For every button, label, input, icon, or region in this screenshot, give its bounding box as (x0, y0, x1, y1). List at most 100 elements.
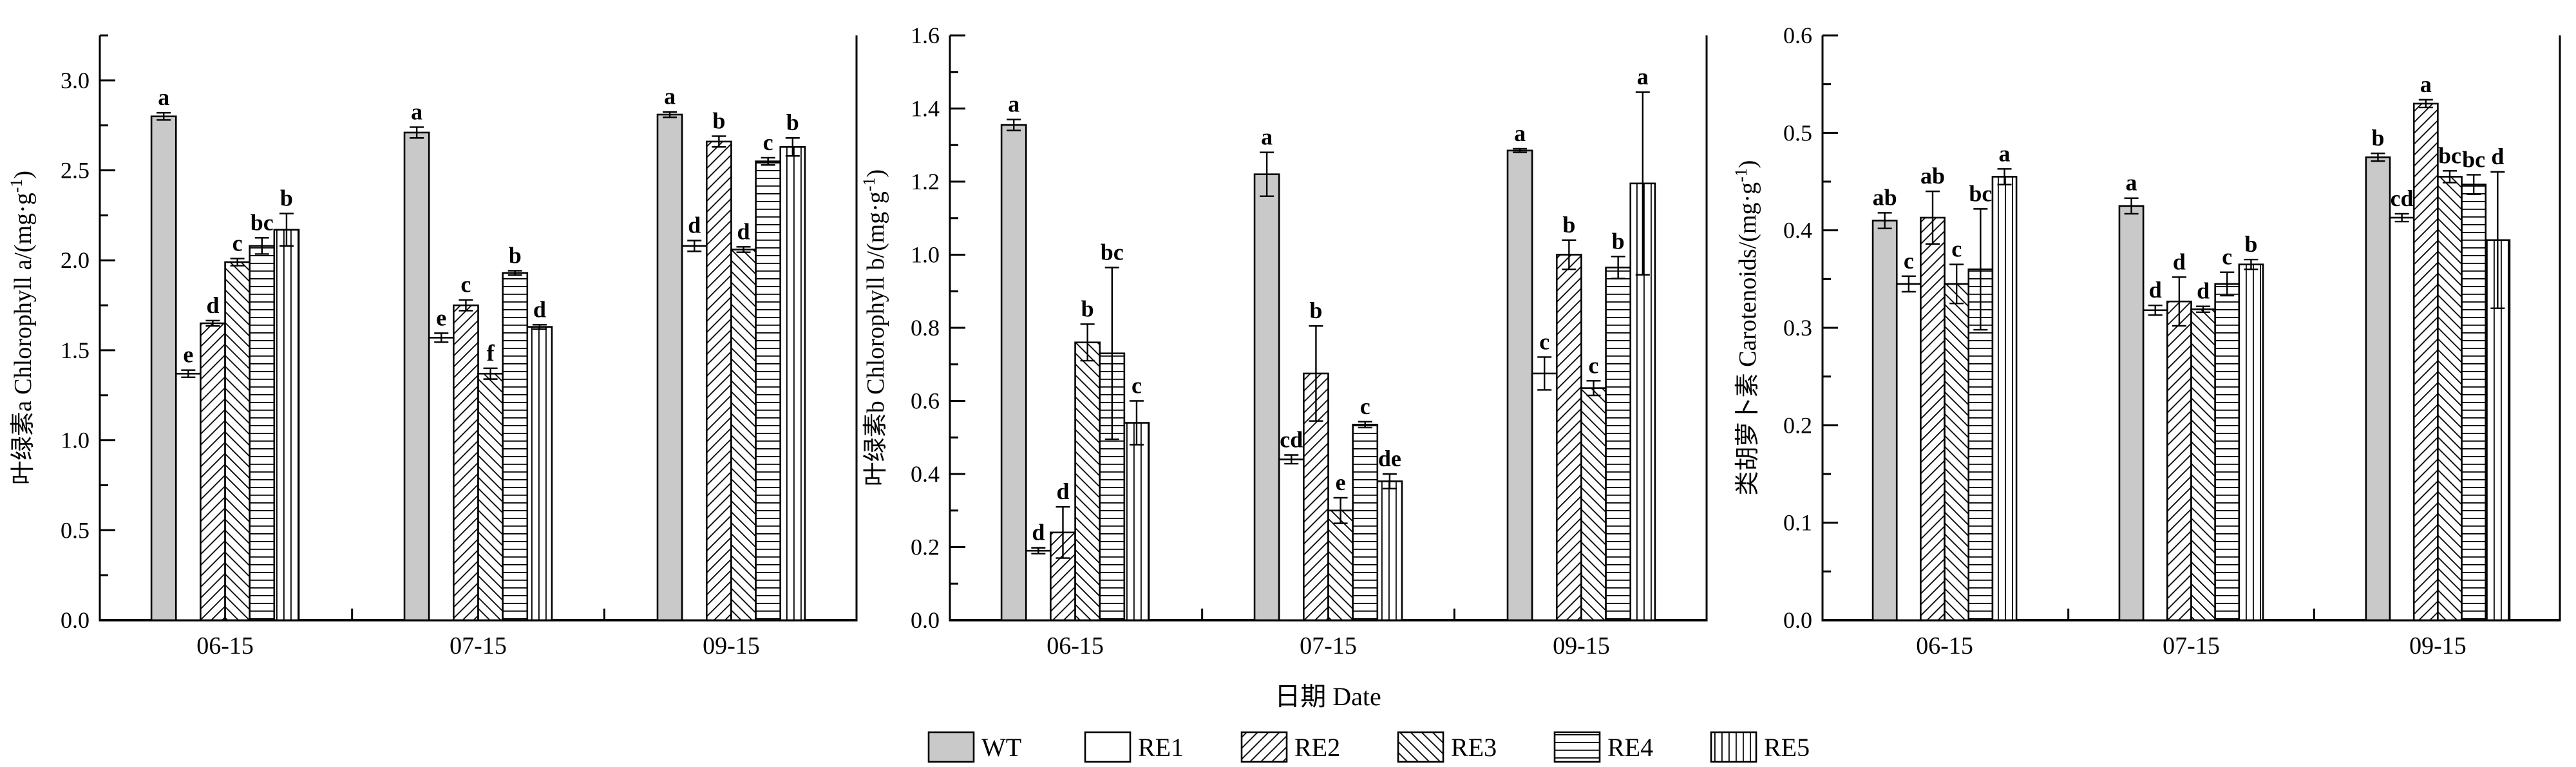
x-tick-label: 09-15 (2409, 632, 2467, 659)
significance-letter: cd (2391, 185, 2414, 211)
y-tick-label: 0.4 (911, 461, 940, 487)
significance-letter: a (664, 84, 676, 109)
y-tick-label: 1.0 (911, 242, 940, 268)
significance-letter: b (509, 242, 522, 268)
chart-shared-labels: 日期 Date (1274, 682, 1381, 711)
bar-RE3-09-15 (2437, 176, 2463, 621)
y-tick-label: 3.0 (61, 68, 90, 93)
legend-item-RE1: RE1 (1084, 731, 1184, 763)
x-axis-title: 日期 Date (1274, 682, 1381, 711)
significance-letter: c (1589, 352, 1599, 378)
significance-letter: c (460, 272, 471, 298)
panel-2: 0.00.20.40.60.81.01.21.41.606-15addbbcc0… (860, 23, 1708, 659)
legend-label: RE4 (1607, 733, 1653, 762)
x-tick-label: 07-15 (450, 632, 507, 659)
bar-RE1-06-15 (1025, 549, 1052, 621)
bar-RE1-06-15 (1895, 283, 1922, 621)
y-tick-label: 0.5 (61, 517, 90, 543)
y-tick-label: 0.3 (1783, 315, 1812, 341)
bar-WT-09-15 (656, 113, 683, 621)
bar-RE3-09-15 (1580, 387, 1607, 621)
bar-WT-06-15 (1000, 124, 1027, 621)
significance-letter: a (158, 84, 169, 110)
significance-letter: c (2222, 244, 2232, 270)
legend-label: WT (981, 733, 1021, 762)
significance-letter: d (206, 292, 219, 318)
panel-1: 0.00.51.01.52.02.53.006-15aedcbcb07-15ae… (7, 34, 858, 659)
bar-RE1-07-15 (2142, 309, 2168, 621)
significance-letter: d (1032, 520, 1045, 545)
significance-letter: e (183, 342, 193, 368)
bar-RE2-06-15 (200, 322, 226, 621)
significance-letter: b (1081, 296, 1094, 321)
significance-letter: d (1056, 478, 1069, 504)
significance-letter: c (232, 230, 243, 256)
y-tick-label: 0.1 (1783, 510, 1812, 536)
bar-RE5-09-15 (779, 146, 806, 621)
significance-letter: bc (1101, 239, 1124, 265)
significance-letter: de (1378, 446, 1401, 471)
significance-letter: a (1008, 91, 1019, 117)
x-tick-label: 07-15 (1300, 632, 1357, 659)
bar-RE1-06-15 (175, 372, 202, 621)
significance-letter: a (2126, 170, 2137, 196)
significance-letter: d (688, 212, 701, 238)
legend-label: RE2 (1294, 733, 1340, 762)
legend-swatch-diag-up (1240, 731, 1288, 763)
significance-letter: f (487, 340, 495, 366)
significance-letter: c (1904, 248, 1914, 274)
legend-item-RE2: RE2 (1240, 731, 1340, 763)
chart-legend: WT RE1 RE2 RE3 RE4 RE5 (927, 731, 1810, 763)
significance-letter: b (1562, 212, 1575, 238)
bar-RE5-07-15 (2238, 263, 2264, 621)
significance-letter: d (737, 218, 750, 244)
significance-letter: d (2491, 144, 2504, 169)
bar-WT-07-15 (2118, 205, 2145, 621)
significance-letter: a (1637, 64, 1649, 90)
legend-item-RE4: RE4 (1553, 731, 1653, 763)
bar-RE4-09-15 (1605, 267, 1632, 621)
bar-RE3-07-15 (1327, 509, 1354, 621)
bar-RE3-07-15 (477, 372, 504, 621)
bar-RE3-06-15 (1074, 341, 1101, 621)
legend-swatch-diag-down (1397, 731, 1444, 763)
y-tick-label: 0.6 (911, 388, 940, 414)
significance-letter: d (2197, 278, 2210, 304)
bar-RE4-07-15 (502, 272, 529, 621)
significance-letter: b (1612, 228, 1625, 254)
bar-WT-09-15 (2365, 156, 2391, 621)
y-tick-label: 0.5 (1783, 120, 1812, 146)
significance-letter: b (2371, 125, 2384, 151)
bar-RE2-06-15 (1920, 216, 1946, 621)
bar-WT-09-15 (1506, 149, 1533, 621)
chart-panels: 0.00.51.01.52.02.53.006-15aedcbcb07-15ae… (7, 23, 2561, 659)
significance-letter: c (1360, 393, 1370, 419)
legend-label: RE5 (1764, 733, 1810, 762)
significance-letter: c (1132, 373, 1142, 399)
y-axis-title: 叶绿素a Chlorophyll a/(mg·g-1​) (7, 171, 37, 485)
bar-RE4-09-15 (755, 160, 782, 621)
y-tick-label: 0.0 (61, 607, 90, 633)
significance-letter: ab (1920, 163, 1945, 189)
significance-letter: b (280, 185, 293, 211)
y-tick-label: 0.0 (1783, 607, 1812, 633)
bar-RE4-07-15 (1352, 424, 1379, 621)
significance-letter: c (763, 129, 773, 155)
significance-letter: c (1539, 328, 1549, 354)
bar-RE3-09-15 (730, 249, 757, 621)
bar-RE4-09-15 (2461, 184, 2487, 621)
y-tick-label: 2.0 (61, 247, 90, 273)
bar-RE2-07-15 (453, 304, 479, 621)
significance-letter: b (712, 108, 725, 133)
significance-letter: a (1999, 140, 2011, 166)
bar-RE5-06-15 (273, 229, 300, 621)
x-tick-label: 06-15 (1916, 632, 1973, 659)
significance-letter: bc (1969, 180, 1992, 206)
significance-letter: e (436, 305, 446, 330)
y-tick-label: 1.0 (61, 428, 90, 453)
bar-RE3-07-15 (2190, 308, 2216, 621)
significance-letter: d (2173, 249, 2186, 274)
legend-swatch-vertical (1710, 731, 1757, 763)
bar-RE5-06-15 (1991, 176, 2018, 621)
